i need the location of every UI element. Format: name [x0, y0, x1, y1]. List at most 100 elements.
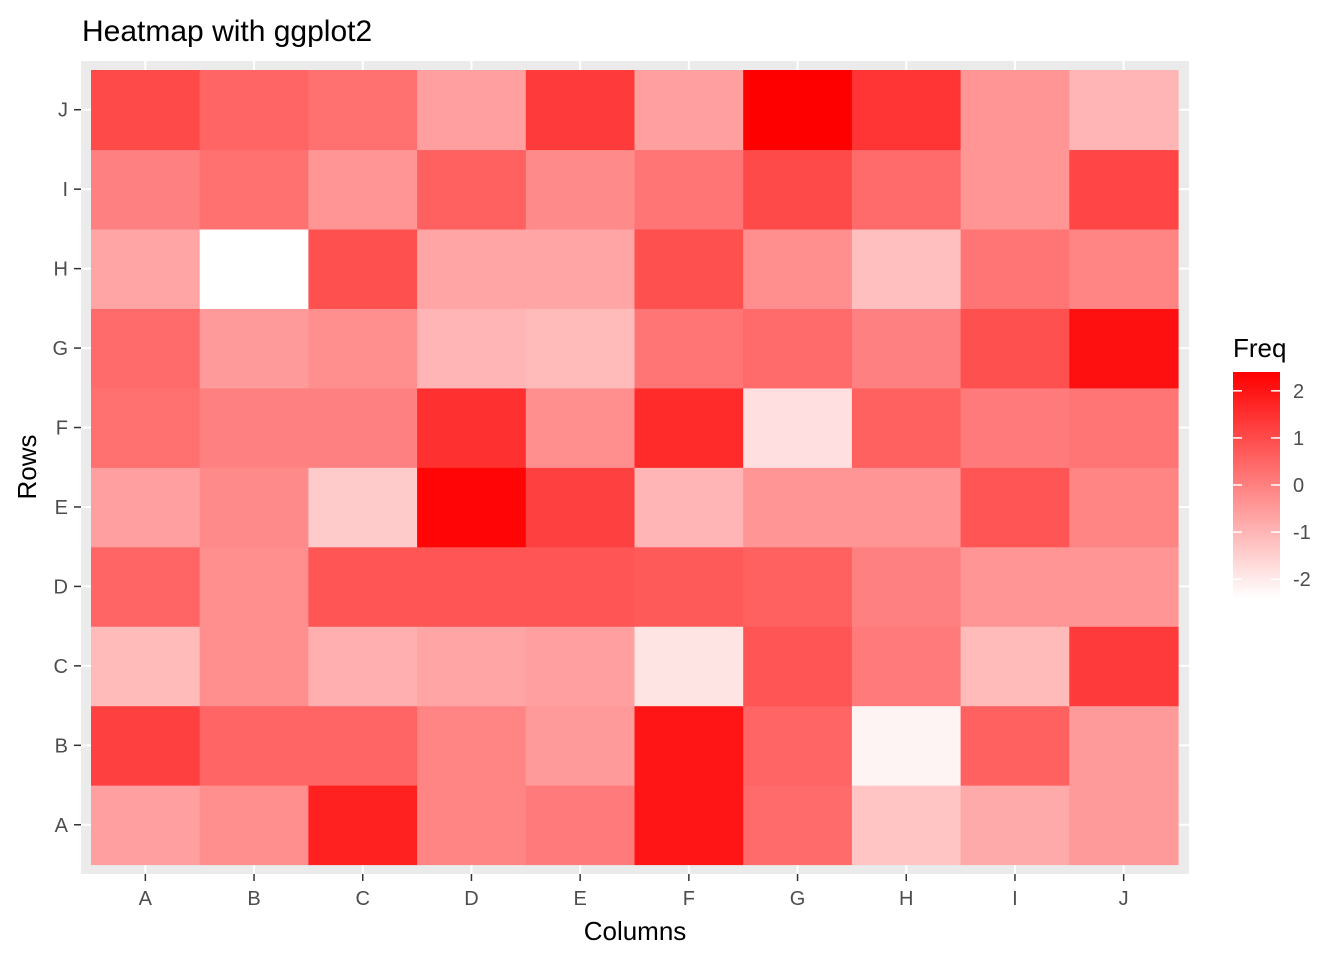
heatmap-cell-C-G [308, 308, 418, 389]
heatmap-cell-B-J [199, 70, 309, 151]
heatmap-cell-F-E [634, 467, 744, 548]
heatmap-cell-D-J [417, 70, 527, 151]
heatmap-cell-F-G [634, 308, 744, 389]
heatmap-cell-E-I [525, 149, 636, 230]
heatmap-cell-C-I [308, 149, 418, 230]
heatmap-cell-G-J [743, 70, 853, 151]
y-tick-label: A [55, 815, 69, 837]
heatmap-cell-B-C [199, 626, 309, 707]
heatmap-cell-B-D [199, 546, 309, 627]
x-axis-title: Columns [584, 916, 687, 946]
heatmap-cell-C-B [308, 705, 418, 786]
y-tick-label: E [55, 497, 68, 519]
heatmap-cell-D-F [417, 387, 527, 468]
heatmap-cell-G-I [743, 149, 853, 230]
heatmap-cell-G-F [743, 387, 853, 468]
heatmap-cell-A-E [91, 467, 201, 548]
heatmap-cell-B-F [199, 387, 309, 468]
x-tick-label: J [1119, 888, 1129, 910]
heatmap-cell-A-B [91, 705, 201, 786]
heatmap-cell-D-I [417, 149, 527, 230]
heatmap-cell-I-E [960, 467, 1070, 548]
y-axis-title: Rows [12, 434, 42, 499]
heatmap-cell-H-J [851, 70, 962, 151]
heatmap-cell-B-H [199, 228, 309, 309]
y-axis-ticks: A B C D E F G H I J [52, 100, 81, 837]
heatmap-cell-A-D [91, 546, 201, 627]
heatmap-cell-E-B [525, 705, 636, 786]
legend-label: -2 [1293, 569, 1311, 591]
heatmap-cell-A-H [91, 228, 201, 309]
y-tick-label: J [58, 100, 68, 122]
heatmap-cells [91, 70, 1179, 866]
heatmap-cell-C-A [308, 785, 418, 866]
x-tick-label: E [573, 888, 586, 910]
x-tick-label: D [464, 888, 478, 910]
heatmap-cell-I-G [960, 308, 1070, 389]
heatmap-cell-I-A [960, 785, 1070, 866]
heatmap-cell-H-I [851, 149, 962, 230]
heatmap-cell-B-I [199, 149, 309, 230]
heatmap-cell-D-C [417, 626, 527, 707]
heatmap-cell-E-D [525, 546, 636, 627]
legend-label: 0 [1293, 475, 1304, 497]
x-tick-label: C [356, 888, 370, 910]
heatmap-cell-A-F [91, 387, 201, 468]
heatmap-cell-C-D [308, 546, 418, 627]
y-tick-label: C [54, 656, 68, 678]
heatmap-cell-G-E [743, 467, 853, 548]
heatmap-cell-D-H [417, 228, 527, 309]
heatmap-cell-A-J [91, 70, 201, 151]
x-tick-label: H [899, 888, 913, 910]
heatmap-cell-J-E [1069, 467, 1179, 548]
heatmap-cell-E-F [525, 387, 636, 468]
heatmap-cell-D-B [417, 705, 527, 786]
heatmap-cell-B-A [199, 785, 309, 866]
heatmap-cell-C-H [308, 228, 418, 309]
heatmap-cell-E-J [525, 70, 636, 151]
x-tick-label: A [139, 888, 153, 910]
heatmap-cell-H-A [851, 785, 962, 866]
heatmap-cell-A-I [91, 149, 201, 230]
y-tick-label: B [55, 735, 68, 757]
heatmap-cell-E-C [525, 626, 636, 707]
heatmap-cell-B-G [199, 308, 309, 389]
heatmap-cell-F-C [634, 626, 744, 707]
heatmap-cell-F-H [634, 228, 744, 309]
heatmap-cell-H-G [851, 308, 962, 389]
heatmap-cell-H-D [851, 546, 962, 627]
heatmap-cell-F-F [634, 387, 744, 468]
x-tick-label: G [790, 888, 806, 910]
heatmap-cell-G-H [743, 228, 853, 309]
heatmap-cell-J-G [1069, 308, 1179, 389]
heatmap-cell-H-F [851, 387, 962, 468]
legend-title: Freq [1233, 333, 1286, 363]
heatmap-cell-H-H [851, 228, 962, 309]
heatmap-cell-E-A [525, 785, 636, 866]
heatmap-cell-A-G [91, 308, 201, 389]
heatmap-cell-F-A [634, 785, 744, 866]
heatmap-cell-G-D [743, 546, 853, 627]
heatmap-cell-B-B [199, 705, 309, 786]
x-tick-label: F [683, 888, 695, 910]
heatmap-cell-F-D [634, 546, 744, 627]
heatmap-cell-I-J [960, 70, 1070, 151]
heatmap-cell-J-I [1069, 149, 1179, 230]
heatmap-cell-F-B [634, 705, 744, 786]
heatmap-cell-D-G [417, 308, 527, 389]
heatmap-cell-B-E [199, 467, 309, 548]
heatmap-cell-J-C [1069, 626, 1179, 707]
heatmap-cell-J-A [1069, 785, 1179, 866]
x-tick-label: I [1012, 888, 1018, 910]
heatmap-cell-I-H [960, 228, 1070, 309]
y-tick-label: F [56, 418, 68, 440]
heatmap-cell-D-E [417, 467, 527, 548]
heatmap-cell-I-B [960, 705, 1070, 786]
heatmap-cell-E-E [525, 467, 636, 548]
heatmap-cell-C-C [308, 626, 418, 707]
heatmap-cell-F-I [634, 149, 744, 230]
heatmap-cell-E-G [525, 308, 636, 389]
heatmap-cell-D-A [417, 785, 527, 866]
heatmap-cell-C-E [308, 467, 418, 548]
y-tick-label: D [54, 576, 68, 598]
